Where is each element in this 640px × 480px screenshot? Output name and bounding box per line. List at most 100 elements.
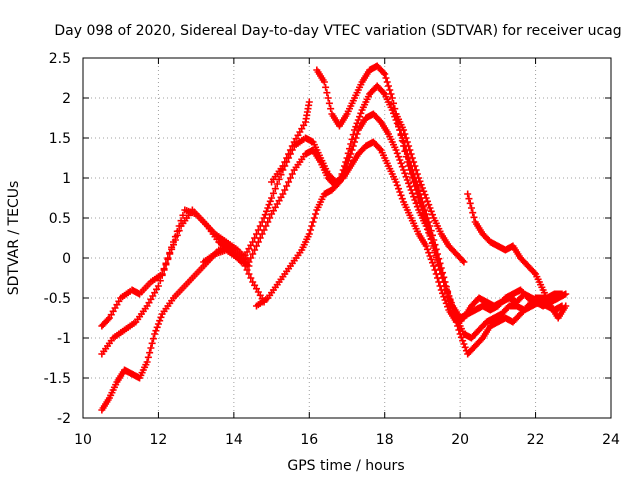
data-point <box>344 149 352 157</box>
data-point <box>343 154 351 162</box>
data-point <box>397 131 405 139</box>
data-point <box>425 249 433 257</box>
data-point <box>416 198 424 206</box>
data-point <box>164 255 172 263</box>
data-point <box>381 70 389 78</box>
data-point <box>268 194 276 202</box>
data-point <box>252 242 260 250</box>
data-point <box>352 123 360 131</box>
y-tick-label: 0.5 <box>49 211 71 227</box>
data-point <box>440 278 448 286</box>
data-point <box>393 149 401 157</box>
y-tick-label: 2.5 <box>49 51 71 67</box>
y-tick-label: -2 <box>57 411 71 427</box>
data-point <box>464 190 472 198</box>
data-point <box>379 69 387 77</box>
data-markers <box>98 62 570 414</box>
data-point <box>386 86 394 94</box>
data-point <box>403 138 411 146</box>
data-point <box>420 210 428 218</box>
data-point <box>402 134 410 142</box>
data-point <box>398 137 406 145</box>
data-point <box>411 196 419 204</box>
data-point <box>436 266 444 274</box>
data-point <box>407 150 415 158</box>
data-point <box>441 282 449 290</box>
data-point <box>245 262 253 270</box>
data-point <box>256 234 264 242</box>
data-point <box>263 207 271 215</box>
data-point <box>432 253 440 261</box>
data-point <box>461 343 469 351</box>
data-point <box>247 274 255 282</box>
data-point <box>264 218 272 226</box>
data-point <box>388 94 396 102</box>
x-tick-label: 22 <box>527 432 545 448</box>
data-point <box>427 207 435 215</box>
x-tick-label: 16 <box>300 432 318 448</box>
data-point <box>148 339 156 347</box>
series-track-h <box>464 190 570 322</box>
data-point <box>430 244 438 252</box>
data-point <box>459 337 467 345</box>
data-point <box>422 194 430 202</box>
data-point <box>412 186 420 194</box>
y-tick-label: -0.5 <box>44 291 71 307</box>
data-point <box>384 82 392 90</box>
data-point <box>393 181 401 189</box>
data-point <box>415 174 423 182</box>
data-point <box>264 204 272 212</box>
data-point <box>104 315 112 323</box>
plot-frame <box>82 57 612 419</box>
data-point <box>266 214 274 222</box>
data-point <box>410 158 418 166</box>
data-point <box>405 162 413 170</box>
data-point <box>346 145 354 153</box>
data-point <box>400 126 408 134</box>
data-point <box>460 258 468 266</box>
y-tick-label: -1.5 <box>44 371 71 387</box>
x-tick-label: 14 <box>225 432 243 448</box>
data-point <box>279 162 287 170</box>
data-point <box>342 158 350 166</box>
data-point <box>416 177 424 185</box>
y-tick-label: 1 <box>62 171 71 187</box>
data-point <box>417 181 425 189</box>
series-track-i <box>200 246 253 270</box>
data-point <box>455 326 463 334</box>
data-point <box>425 226 433 234</box>
data-point <box>383 78 391 86</box>
data-point <box>269 189 277 197</box>
data-point <box>325 99 333 107</box>
data-point <box>456 330 464 338</box>
data-point <box>398 195 406 203</box>
data-point <box>281 186 289 194</box>
data-point <box>420 187 428 195</box>
data-point <box>406 166 414 174</box>
data-point <box>170 241 178 249</box>
data-point <box>446 295 454 303</box>
data-point <box>427 235 435 243</box>
data-point <box>454 322 462 330</box>
data-point <box>347 140 355 148</box>
data-point <box>401 169 409 177</box>
y-tick-label: 0 <box>62 251 71 267</box>
data-point <box>395 153 403 161</box>
y-tick-labels: 2.5 2 1.5 1 0.5 0 -0.5 -1 -1.5 -2 <box>44 51 71 427</box>
data-point <box>271 185 279 193</box>
data-point <box>309 218 317 226</box>
data-point <box>286 146 294 154</box>
data-point <box>245 270 253 278</box>
y-tick-label: 1.5 <box>49 131 71 147</box>
x-tick-label: 20 <box>451 432 469 448</box>
data-point <box>353 119 361 127</box>
data-point <box>153 323 161 331</box>
data-point <box>459 257 467 265</box>
data-point <box>379 89 387 97</box>
data-point <box>401 130 409 138</box>
data-point <box>327 105 335 113</box>
data-point <box>357 109 365 117</box>
data-point <box>285 150 293 158</box>
data-point <box>396 156 404 164</box>
